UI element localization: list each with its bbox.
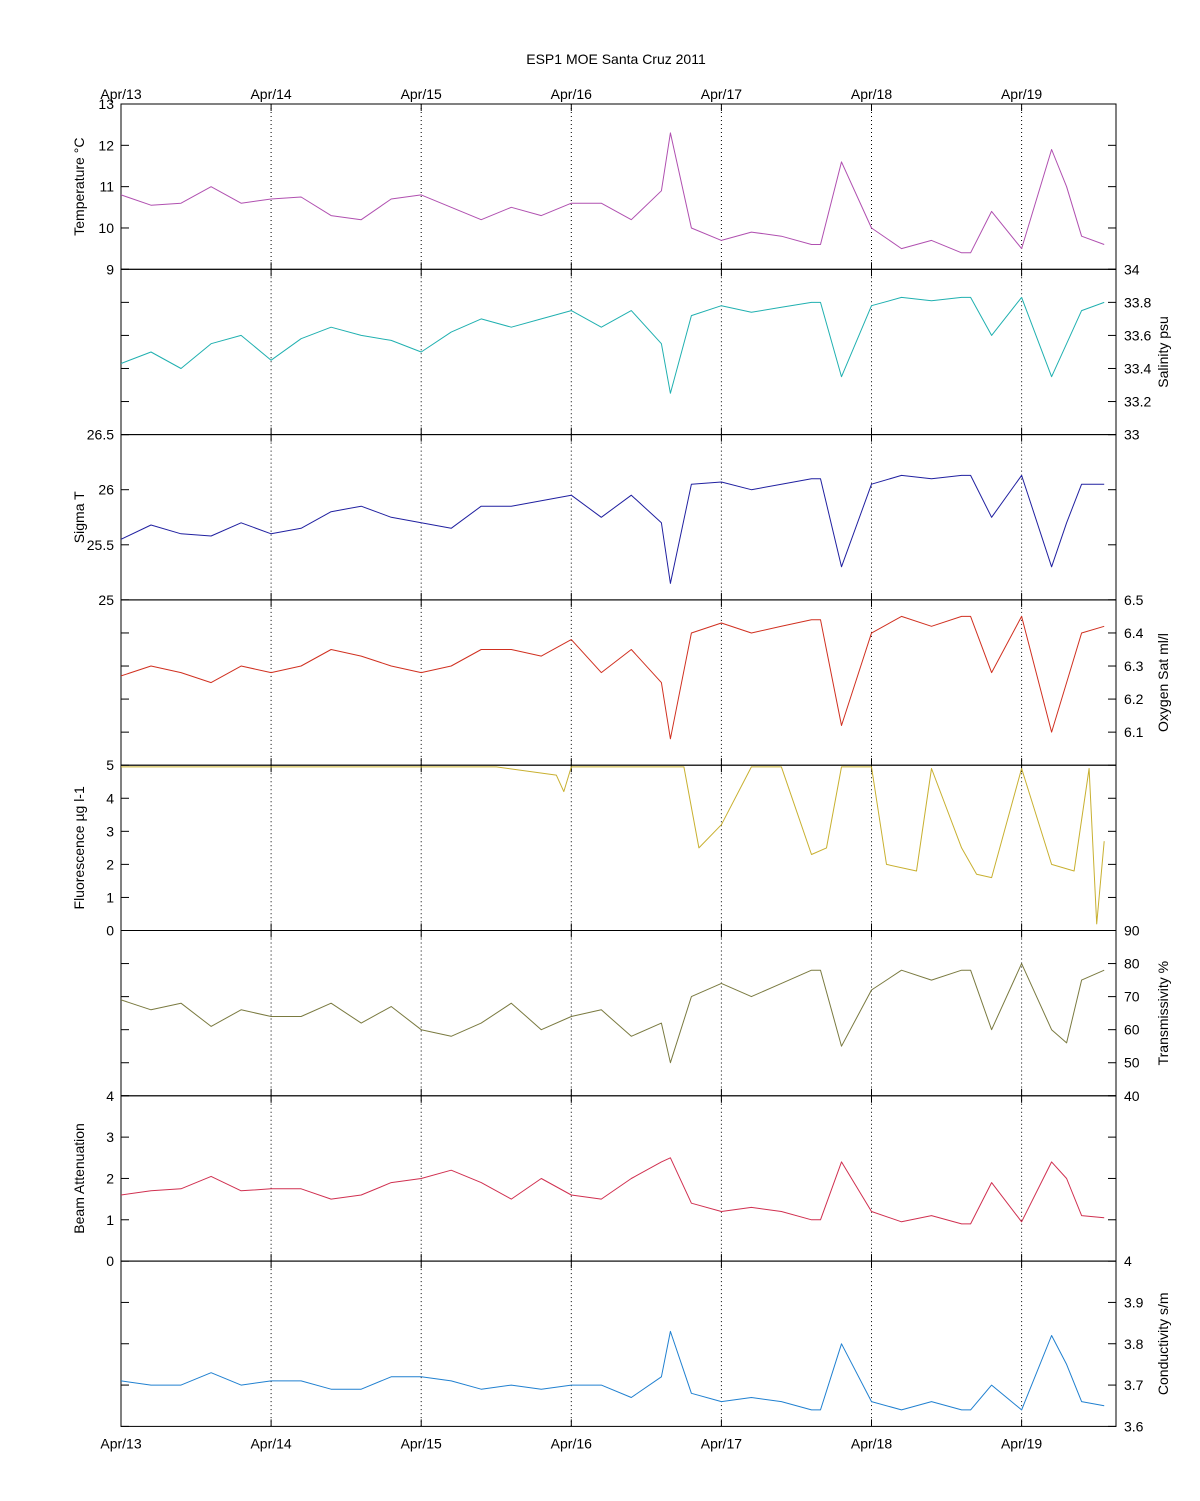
y-tick-label: 13: [98, 96, 114, 112]
y-axis-label: Oxygen Sat ml/l: [1155, 633, 1171, 732]
top-x-axis: Apr/13 Apr/14 Apr/15 Apr/16 Apr/17 Apr/18 Apr/…: [100, 86, 1042, 102]
panel-conductivity: 3.6 3.7 3.8 3.9 4 Conductivity s/m: [120, 1253, 1171, 1434]
y-tick-label: 25: [98, 592, 114, 608]
x-tick-label-top: Apr/18: [851, 86, 892, 102]
y-tick-label: 6.5: [1124, 592, 1144, 608]
panel-salinity: 33 33.2 33.4 33.6 33.8 34 Salinity psu: [120, 261, 1171, 443]
y-axis-label: Fluorescence µg l-1: [71, 786, 87, 909]
y-axis-label: Conductivity s/m: [1155, 1292, 1171, 1395]
series-line-salinity: [121, 296, 1105, 394]
x-tick-label-bottom: Apr/16: [551, 1435, 592, 1451]
y-tick-label: 2: [106, 856, 114, 872]
y-tick-label: 3: [106, 823, 114, 839]
y-tick-label: 9: [106, 261, 114, 277]
x-tick-label-bottom: Apr/19: [1001, 1435, 1042, 1451]
panel-transmissivity: 40 50 60 70 80 90 Transmissivity %: [120, 923, 1171, 1104]
y-tick-label: 60: [1124, 1022, 1140, 1038]
panel-frame: [120, 268, 1117, 436]
panel-beam-attenuation: 0 1 2 3 4 Beam Attenuation: [71, 1088, 1117, 1269]
y-axis-label: Sigma T: [71, 491, 87, 543]
series-line-oxygen: [121, 615, 1105, 740]
y-tick-label: 4: [106, 1088, 114, 1104]
y-tick-label: 4: [1124, 1253, 1132, 1269]
y-tick-label: 5: [106, 757, 114, 773]
y-tick-label: 70: [1124, 989, 1140, 1005]
y-tick-label: 3.6: [1124, 1418, 1144, 1434]
panel-sigma-t: 25 25.5 26 26.5 Sigma T: [71, 427, 1117, 608]
panel-frame: [120, 599, 1117, 766]
y-tick-label: 25.5: [87, 537, 114, 553]
bottom-x-axis: Apr/13 Apr/14 Apr/15 Apr/16 Apr/17 Apr/18 Apr/…: [100, 1435, 1042, 1451]
y-tick-label: 0: [106, 1253, 114, 1269]
y-axis-label: Transmissivity %: [1155, 961, 1171, 1066]
y-tick-label: 80: [1124, 956, 1140, 972]
panel-frame: [120, 1260, 1117, 1427]
y-tick-label: 3: [106, 1129, 114, 1145]
y-tick-label: 11: [99, 179, 114, 195]
x-tick-label-top: Apr/17: [701, 86, 742, 102]
series-line-beam-attenuation: [121, 1157, 1105, 1225]
y-tick-label: 34: [1124, 261, 1140, 277]
y-tick-label: 33.6: [1124, 327, 1151, 343]
panel-frame: [120, 764, 1117, 932]
x-tick-label-top: Apr/13: [100, 86, 141, 102]
y-tick-label: 6.1: [1124, 724, 1144, 740]
series-line-sigma-t: [121, 474, 1105, 584]
x-tick-label-top: Apr/19: [1001, 86, 1042, 102]
y-tick-label: 1: [106, 1212, 114, 1228]
x-tick-label-bottom: Apr/15: [401, 1435, 442, 1451]
y-tick-label: 6.3: [1124, 658, 1144, 674]
y-tick-label: 2: [106, 1170, 114, 1186]
y-tick-label: 33: [1124, 427, 1140, 443]
series-line-transmissivity: [121, 963, 1105, 1064]
panel-frame: [120, 103, 1117, 270]
y-tick-label: 26: [98, 482, 114, 498]
y-tick-label: 1: [106, 889, 114, 905]
y-tick-label: 6.2: [1124, 691, 1144, 707]
series-line-fluorescence: [121, 766, 1105, 925]
y-tick-label: 4: [106, 790, 114, 806]
y-tick-label: 3.8: [1124, 1336, 1144, 1352]
panel-temperature: 9 10 11 12 13 Temperature °C: [71, 96, 1117, 277]
x-tick-label-top: Apr/16: [551, 86, 592, 102]
y-tick-label: 50: [1124, 1055, 1140, 1071]
panel-frame: [120, 1095, 1117, 1262]
x-tick-label-bottom: Apr/13: [100, 1435, 141, 1451]
y-tick-label: 33.2: [1124, 394, 1151, 410]
y-tick-label: 40: [1124, 1088, 1140, 1104]
series-line-conductivity: [121, 1330, 1105, 1411]
y-tick-label: 0: [106, 923, 114, 939]
y-tick-label: 6.4: [1124, 625, 1144, 641]
y-tick-label: 10: [98, 220, 114, 236]
y-axis-label: Beam Attenuation: [71, 1123, 87, 1234]
y-tick-label: 33.8: [1124, 294, 1151, 310]
x-tick-label-top: Apr/14: [250, 86, 291, 102]
y-tick-label: 3.9: [1124, 1294, 1144, 1310]
chart-title: ESP1 MOE Santa Cruz 2011: [526, 51, 706, 67]
y-tick-label: 33.4: [1124, 360, 1151, 376]
x-tick-label-top: Apr/15: [401, 86, 442, 102]
y-tick-label: 90: [1124, 923, 1140, 939]
x-tick-label-bottom: Apr/17: [701, 1435, 742, 1451]
y-tick-label: 26.5: [87, 427, 114, 443]
panel-frame: [120, 434, 1117, 601]
y-tick-label: 12: [98, 137, 114, 153]
y-axis-label: Temperature °C: [71, 138, 87, 236]
series-line-temperature: [121, 132, 1105, 254]
x-tick-label-bottom: Apr/18: [851, 1435, 892, 1451]
y-axis-label: Salinity psu: [1155, 316, 1171, 388]
y-tick-label: 3.7: [1124, 1377, 1144, 1393]
panel-fluorescence: 0 1 2 3 4 5 Fluorescence µg l-1: [71, 757, 1117, 939]
panel-frame: [120, 930, 1117, 1097]
x-tick-label-bottom: Apr/14: [250, 1435, 291, 1451]
panel-oxygen: 6.1 6.2 6.3 6.4 6.5 Oxygen Sat ml/l: [120, 592, 1171, 766]
